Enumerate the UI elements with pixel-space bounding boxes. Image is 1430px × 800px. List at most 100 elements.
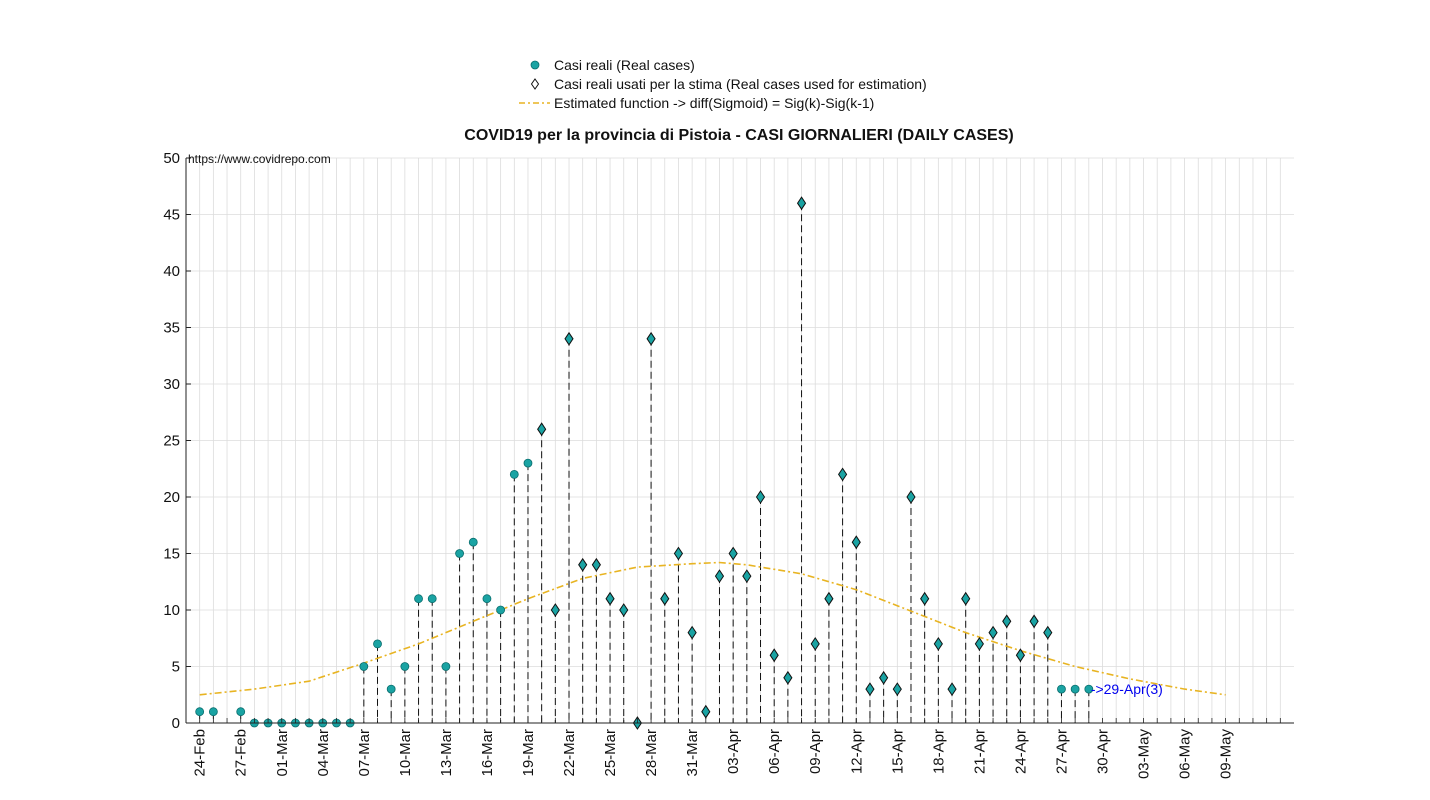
estimation-case-point (988, 625, 998, 640)
estimation-case-point (578, 557, 588, 572)
x-tick-label: 22-Mar (561, 729, 578, 777)
real-case-point (414, 594, 423, 604)
real-case-point (1057, 684, 1066, 694)
real-case-point (208, 707, 218, 717)
x-tick-label: 07-Mar (356, 729, 373, 777)
x-tick-label: 18-Apr (930, 729, 947, 774)
estimation-case-point (947, 682, 957, 697)
estimation-case-point (1029, 614, 1039, 629)
x-tick-label: 24-Feb (192, 729, 209, 777)
estimation-case-point (714, 569, 725, 584)
x-tick-label: 04-Mar (315, 729, 332, 777)
legend: Casi reali (Real cases) Casi reali usati… (516, 55, 976, 112)
x-tick-label: 12-Apr (848, 729, 865, 774)
real-case-point (386, 684, 396, 694)
real-case-point (195, 707, 205, 717)
estimation-case-point (1015, 648, 1026, 663)
y-tick-label: 35 (163, 320, 180, 337)
estimation-case-point (933, 636, 943, 651)
estimation-case-point (783, 670, 793, 685)
x-tick-label: 21-Apr (971, 729, 988, 774)
estimation-case-point (865, 682, 875, 697)
x-tick-label: 03-Apr (725, 729, 742, 774)
x-tick-label: 06-Apr (766, 729, 783, 774)
x-tick-label: 13-Mar (438, 729, 455, 777)
watermark-url: https://www.covidrepo.com (188, 152, 331, 166)
legend-label-real-cases: Casi reali (Real cases) (554, 56, 695, 73)
x-tick-label: 27-Feb (233, 729, 250, 777)
estimation-case-point (701, 704, 711, 719)
real-case-point (373, 639, 382, 649)
estimation-case-point (810, 636, 820, 651)
x-tick-label: 30-Apr (1094, 729, 1111, 774)
circle-marker-icon (516, 58, 550, 72)
legend-item-real-cases: Casi reali (Real cases) (516, 55, 976, 74)
real-case-point (400, 662, 410, 671)
estimation-case-point (879, 670, 889, 685)
real-case-point (359, 662, 369, 671)
estimation-case-point (1043, 625, 1053, 640)
x-tick-label: 16-Mar (479, 729, 496, 777)
real-case-point (455, 549, 464, 558)
real-case-point (427, 594, 437, 604)
y-tick-label: 30 (163, 376, 180, 393)
y-tick-label: 40 (163, 263, 180, 280)
estimation-case-point (550, 603, 560, 617)
estimation-case-point (728, 546, 738, 561)
estimation-case-point (564, 331, 574, 346)
x-tick-label: 19-Mar (520, 729, 537, 777)
estimation-case-point (920, 591, 930, 606)
y-tick-label: 25 (163, 433, 180, 450)
estimation-case-point (605, 591, 615, 606)
estimation-case-point (687, 625, 697, 640)
x-tick-label: 10-Mar (397, 729, 414, 777)
legend-label-estimation-cases: Casi reali usati per la stima (Real case… (554, 75, 927, 92)
real-case-point (509, 469, 519, 479)
real-case-point (1070, 684, 1080, 694)
estimation-case-point (660, 591, 670, 606)
estimation-case-point (796, 196, 807, 211)
last-point-annotation: ->29-Apr(3) (1091, 681, 1163, 697)
y-tick-label: 45 (163, 207, 180, 224)
estimation-case-point (851, 535, 861, 550)
x-tick-label: 27-Apr (1053, 729, 1070, 774)
estimation-case-point (537, 422, 547, 437)
y-tick-label: 5 (172, 659, 180, 676)
legend-item-estimation-cases: Casi reali usati per la stima (Real case… (516, 74, 976, 93)
y-tick-label: 50 (163, 150, 180, 167)
x-tick-label: 09-Apr (807, 729, 824, 774)
estimation-case-point (1002, 614, 1012, 629)
estimation-case-point (837, 467, 848, 482)
legend-label-estimated-function: Estimated function -> diff(Sigmoid) = Si… (554, 94, 875, 111)
real-case-point (468, 537, 478, 547)
legend-item-estimated-function: Estimated function -> diff(Sigmoid) = Si… (516, 93, 976, 112)
y-tick-label: 15 (163, 546, 180, 563)
real-case-point (236, 707, 246, 717)
axes: 0 5 10 15 20 25 30 35 40 45 50 24-Feb 27-Feb 01-Mar 04… (163, 150, 1294, 779)
x-tick-label: 01-Mar (274, 729, 291, 777)
x-tick-label: 25-Mar (602, 729, 619, 777)
real-case-point (523, 458, 533, 468)
data-points (195, 196, 1094, 730)
estimation-case-point (755, 490, 766, 504)
x-tick-label: 09-May (1218, 729, 1235, 780)
x-tick-label: 28-Mar (643, 729, 660, 777)
y-tick-label: 10 (163, 602, 180, 619)
estimation-case-point (769, 648, 779, 663)
y-tick-label: 20 (163, 489, 180, 506)
x-tick-label: 15-Apr (889, 729, 906, 774)
estimation-case-point (961, 591, 971, 606)
x-tick-label: 03-May (1136, 729, 1153, 780)
y-tick-label: 0 (172, 715, 180, 732)
estimation-case-point (824, 591, 834, 606)
x-tick-label: 24-Apr (1012, 729, 1029, 774)
estimation-case-point (619, 603, 629, 617)
x-tick-label: 06-May (1177, 729, 1194, 780)
estimation-case-point (906, 490, 916, 504)
grid (186, 157, 1294, 724)
diamond-marker-icon (516, 77, 550, 91)
stem-lines (199, 203, 1090, 723)
x-tick-label: 31-Mar (684, 729, 701, 777)
real-case-point (496, 605, 506, 615)
real-case-point (441, 662, 451, 671)
